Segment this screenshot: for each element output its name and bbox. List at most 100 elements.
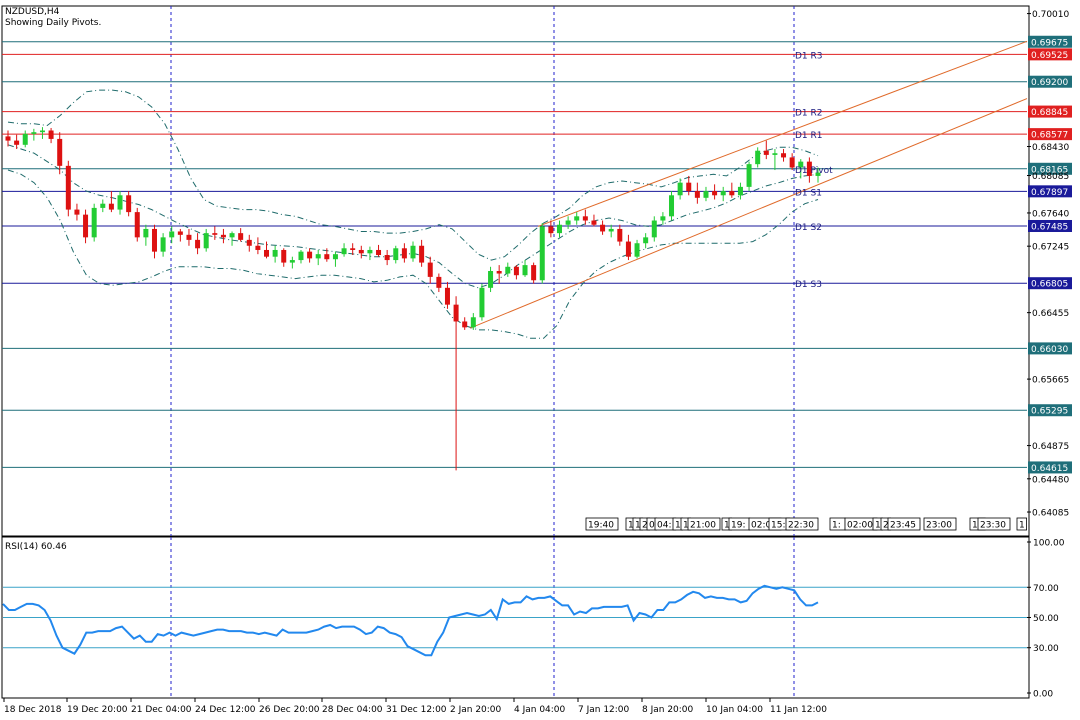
pivot-labels: D1 R3 D1 R2 D1 R1 D1 Pivot D1 S1 D1 S2 D1 S3 bbox=[795, 51, 833, 290]
candle-body bbox=[108, 203, 114, 210]
candle-body bbox=[74, 209, 80, 215]
band-upper bbox=[7, 89, 819, 261]
candle-body bbox=[169, 231, 175, 238]
candle-body bbox=[91, 207, 97, 238]
candle-body bbox=[57, 138, 63, 166]
candle-body bbox=[83, 214, 89, 238]
chart-symbol: NZDUSD,H4 bbox=[5, 7, 60, 17]
candles bbox=[5, 127, 821, 471]
price-level-tag-label: 0.68845 bbox=[1031, 108, 1068, 118]
price-level-tag bbox=[1028, 75, 1072, 88]
candle-body bbox=[513, 266, 519, 276]
candle-body bbox=[479, 287, 485, 318]
candle-body bbox=[617, 228, 623, 242]
candle-body bbox=[806, 161, 812, 176]
time-tag-label: 2 bbox=[642, 521, 648, 531]
candle-body bbox=[289, 260, 295, 263]
candle-body bbox=[677, 182, 683, 196]
candle-body bbox=[367, 249, 373, 254]
candle-body bbox=[298, 251, 304, 261]
candle-body bbox=[393, 248, 399, 261]
candle-body bbox=[332, 254, 338, 260]
candle-body bbox=[410, 245, 416, 259]
price-level-tag bbox=[1028, 219, 1072, 232]
channel-lower-line bbox=[469, 98, 1028, 329]
price-level-tag-label: 0.69675 bbox=[1031, 38, 1068, 48]
candle-body bbox=[22, 133, 28, 145]
candle-body bbox=[548, 226, 554, 234]
candle-body bbox=[195, 239, 201, 249]
time-tag-label: 15: bbox=[771, 521, 785, 531]
time-tick-label: 18 Dec 2018 bbox=[4, 705, 62, 715]
candle-body bbox=[781, 153, 787, 158]
time-tag-label: 1 bbox=[875, 521, 881, 531]
candle-body bbox=[307, 251, 313, 259]
price-level-tag-label: 0.68165 bbox=[1031, 165, 1068, 175]
candle-body bbox=[315, 254, 321, 259]
candle-body bbox=[600, 224, 606, 232]
price-axis: 0.69675 0.69525 0.69200 0.68845 0.68577 0.681… bbox=[1027, 10, 1072, 519]
rsi-panel: 100.00 70.00 50.00 30.00 0.00 bbox=[2, 539, 1065, 700]
candle-body bbox=[505, 266, 511, 274]
candle-body bbox=[746, 164, 752, 187]
candle-body bbox=[151, 228, 157, 252]
price-level-tag bbox=[1028, 162, 1072, 175]
candle-body bbox=[427, 262, 433, 277]
candle-body bbox=[186, 234, 192, 240]
band-lower bbox=[7, 169, 819, 339]
candle-body bbox=[229, 233, 235, 238]
candle-body bbox=[522, 265, 528, 276]
trend-channel bbox=[469, 40, 1028, 329]
candle-body bbox=[643, 237, 649, 244]
time-tag-label: 02:00 bbox=[847, 521, 873, 531]
pivot-label: D1 Pivot bbox=[795, 166, 833, 176]
candle-body bbox=[763, 150, 769, 155]
candle-body bbox=[160, 237, 166, 252]
time-tag-label: 23:00 bbox=[926, 521, 952, 531]
candle-body bbox=[729, 191, 735, 196]
time-tag-label: 22:30 bbox=[788, 521, 814, 531]
time-tick-label: 28 Dec 04:00 bbox=[322, 705, 383, 715]
candle-body bbox=[126, 195, 132, 213]
candle-body bbox=[48, 130, 54, 139]
price-level-tag-label: 0.66805 bbox=[1031, 280, 1068, 290]
time-tag-box bbox=[1016, 517, 1028, 531]
rsi-title: RSI(14) 60.46 bbox=[5, 542, 67, 552]
time-tag-box bbox=[977, 517, 1011, 531]
candle-body bbox=[134, 212, 140, 238]
candle-body bbox=[660, 216, 666, 221]
candle-body bbox=[565, 220, 571, 225]
price-level-tag-label: 0.65295 bbox=[1031, 407, 1068, 417]
time-axis: 18 Dec 2018 19 Dec 20:00 21 Dec 04:00 24 De… bbox=[3, 698, 827, 715]
time-tag-label: 1 bbox=[675, 521, 681, 531]
time-tick-label: 8 Jan 20:00 bbox=[642, 705, 694, 715]
time-tag-label: 02:00 bbox=[751, 521, 777, 531]
pivot-label: D1 S2 bbox=[795, 223, 822, 233]
price-level-tag bbox=[1028, 277, 1072, 290]
candle-body bbox=[574, 216, 580, 221]
candle-body bbox=[712, 191, 718, 196]
candle-body bbox=[591, 220, 597, 225]
candle-body bbox=[436, 276, 442, 288]
candle-body bbox=[419, 245, 425, 263]
time-tag-label: 21:00 bbox=[690, 521, 716, 531]
time-tag-box bbox=[923, 517, 957, 531]
candle-body bbox=[539, 226, 545, 281]
candle-body bbox=[143, 228, 149, 238]
candle-body bbox=[246, 239, 252, 246]
candle-body bbox=[220, 234, 226, 238]
price-level-tag bbox=[1028, 404, 1072, 417]
candle-body bbox=[488, 271, 494, 288]
price-level-tag bbox=[1028, 35, 1072, 48]
time-tag-box bbox=[785, 517, 819, 531]
time-tick-label: 31 Dec 12:00 bbox=[386, 705, 447, 715]
price-tick-label: 0.64480 bbox=[1032, 475, 1069, 485]
price-tick-label: 0.70010 bbox=[1032, 10, 1069, 20]
candle-body bbox=[177, 231, 183, 235]
candle-body bbox=[625, 241, 631, 257]
price-tick-label: 0.67245 bbox=[1032, 243, 1069, 253]
time-tag-label: 04: bbox=[657, 521, 671, 531]
